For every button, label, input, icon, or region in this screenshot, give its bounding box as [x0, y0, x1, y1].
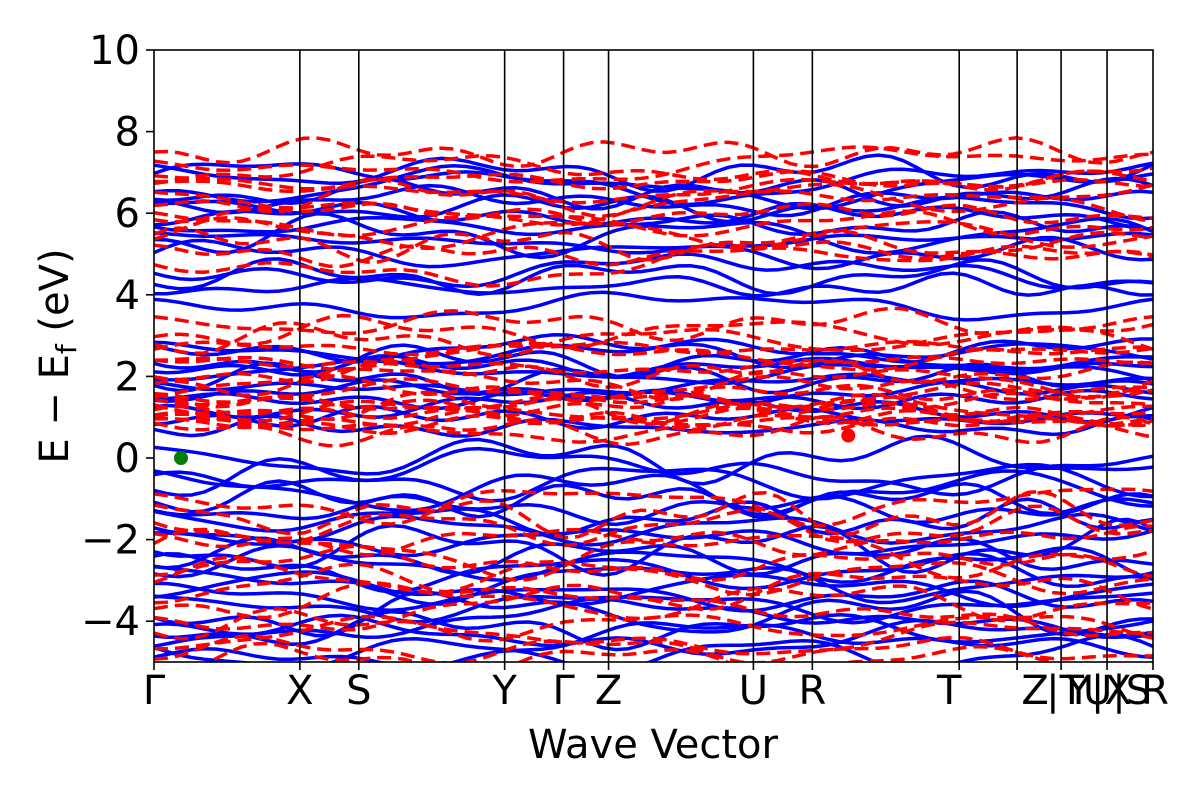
y-tick-label: 6: [115, 191, 140, 237]
band-line: [154, 390, 1153, 426]
band-line: [154, 243, 1153, 269]
x-tick-label: T: [936, 668, 962, 714]
y-axis-label-subscript: f: [50, 343, 83, 354]
x-tick-label: Γ: [143, 668, 166, 714]
band-line: [154, 457, 1153, 503]
band-line: [154, 341, 1153, 372]
band-line: [154, 414, 1153, 448]
band-edge-marker: [841, 428, 856, 443]
y-tick-label: 2: [115, 354, 140, 400]
x-tick-label: Z: [1021, 668, 1048, 714]
band-line: [154, 399, 1153, 425]
band-line: [154, 201, 1153, 226]
bands-layer: [154, 136, 1153, 662]
band-line: [154, 306, 1153, 343]
band-line: [154, 235, 1153, 271]
x-axis-label: Wave Vector: [528, 722, 779, 768]
y-tick-label: 4: [115, 273, 140, 319]
x-tick-label: Z: [595, 668, 622, 714]
band-line: [154, 357, 1153, 389]
band-line: [154, 589, 1153, 638]
band-line: [154, 271, 1153, 298]
x-tick-label: X: [286, 668, 313, 714]
x-tick-label: R: [1141, 668, 1169, 714]
band-line: [154, 231, 1153, 255]
x-ticks: Γ X S Y Γ Z U R T Z|TY|XU|SR: [143, 662, 1169, 714]
band-line: [154, 343, 1153, 379]
band-line: [154, 240, 1153, 288]
x-tick-label: S: [346, 668, 371, 714]
x-tick-label: U|S: [1083, 668, 1151, 714]
band-line: [154, 633, 1153, 662]
x-tick-label: Γ: [552, 668, 575, 714]
band-line: [205, 641, 1060, 662]
band-line: [154, 136, 1153, 169]
band-line: [154, 226, 1153, 264]
y-tick-label: 8: [115, 110, 140, 156]
band-line: [154, 583, 1153, 638]
band-line: [154, 154, 1153, 192]
band-line: [154, 527, 1153, 582]
x-tick-label: Y|X: [1065, 668, 1131, 714]
x-tick-label: Y: [491, 668, 517, 714]
band-line: [154, 209, 1153, 238]
plot-border: [153, 49, 1154, 663]
y-tick-label: −4: [81, 599, 140, 645]
plot-frame: [153, 49, 1154, 663]
x-tick-label: R: [798, 668, 826, 714]
band-line: [154, 193, 1153, 224]
y-axis-label: E − Ef (eV): [32, 248, 83, 463]
y-axis-label-main: E − E: [32, 354, 78, 464]
band-line: [154, 492, 1153, 527]
band-line: [154, 607, 1153, 643]
y-tick-label: 10: [89, 28, 140, 74]
band-line: [154, 357, 1153, 386]
band-line: [154, 333, 1153, 364]
band-line: [154, 479, 1153, 520]
x-tick-label: |T: [1046, 668, 1084, 714]
band-line: [154, 489, 1153, 540]
y-tick-label: −2: [81, 518, 140, 564]
band-line: [154, 374, 1153, 403]
band-line: [154, 153, 1153, 193]
y-axis-label-unit: (eV): [32, 248, 78, 344]
band-line: [154, 634, 1153, 662]
band-line: [154, 177, 1153, 218]
x-tick-label: U: [739, 668, 768, 714]
band-line: [154, 544, 1153, 582]
kpoint-lines: [299, 50, 1108, 662]
band-line: [154, 591, 1153, 625]
band-line: [154, 313, 1153, 350]
band-line: [154, 512, 1153, 547]
markers-layer: [173, 428, 856, 465]
band-line: [154, 290, 1153, 322]
band-line: [154, 555, 1153, 597]
band-line: [154, 189, 1153, 227]
band-line: [154, 367, 1153, 402]
band-edge-marker: [173, 451, 188, 465]
band-line: [154, 614, 1153, 656]
band-line: [154, 504, 1153, 548]
band-line: [154, 487, 1153, 528]
band-line: [154, 252, 1153, 290]
band-line: [154, 414, 1153, 438]
band-line: [154, 383, 1153, 418]
band-line: [154, 597, 1153, 640]
y-ticks: −4 −2 0 2 4 6 8 10: [81, 28, 154, 645]
y-tick-label: 0: [115, 436, 140, 482]
band-line: [154, 528, 1153, 558]
